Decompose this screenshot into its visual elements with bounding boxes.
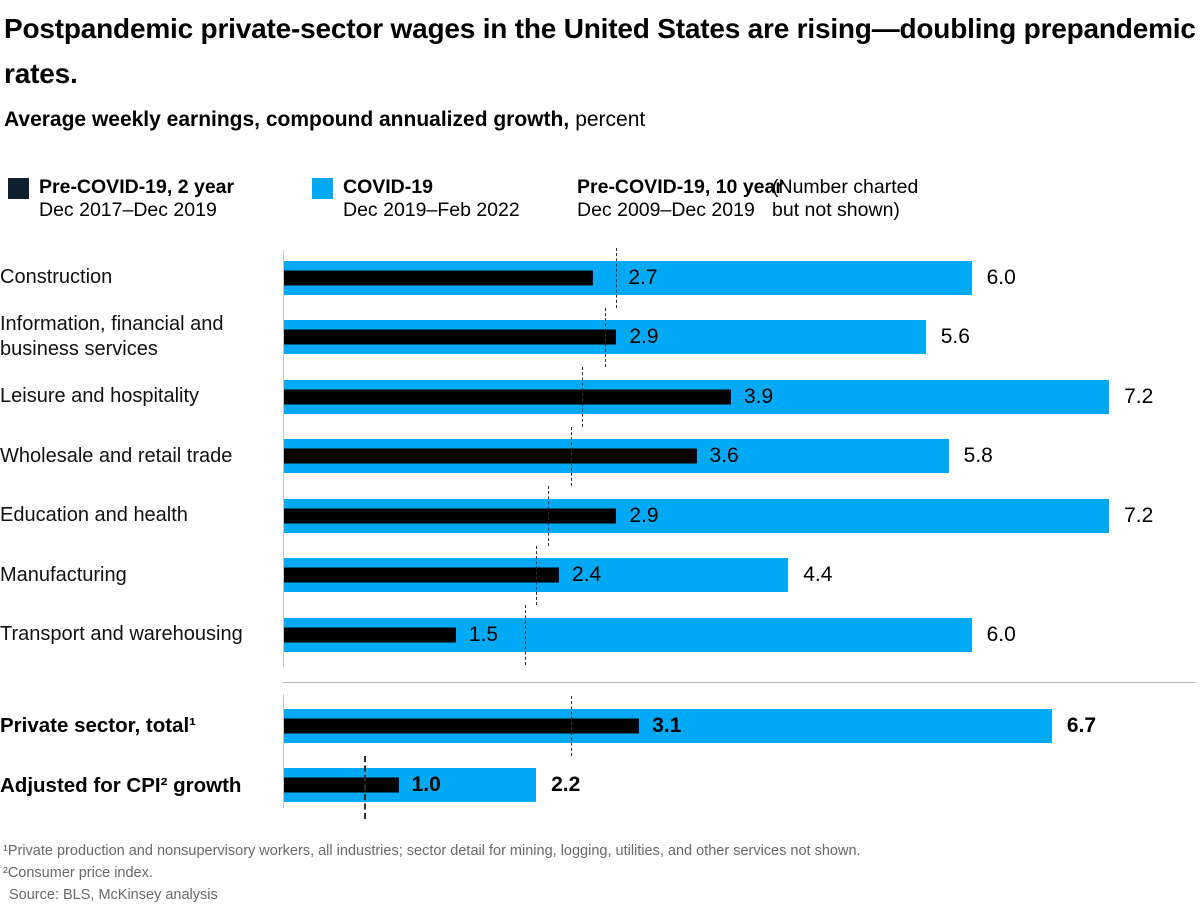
source-line: Source: BLS, McKinsey analysis [9, 887, 218, 903]
row-plot-area: 1.5 6.0 [283, 605, 1200, 665]
legend-note: (Number charted but not shown) [772, 176, 918, 222]
value-label-pre-covid-2yr: 2.4 [572, 563, 602, 587]
row-plot-area: 2.9 5.6 [283, 307, 1200, 367]
chart-subtitle: Average weekly earnings, compound annual… [4, 108, 645, 132]
bar-pre-covid-2yr [284, 718, 640, 734]
row-plot-area: 2.9 7.2 [283, 486, 1200, 546]
sector-bars-section: Construction 2.7 6.0 Information, financ… [0, 248, 1200, 667]
chart-row: Construction 2.7 6.0 [0, 248, 1200, 308]
legend-sublabel: Dec 2009–Dec 2019 [577, 199, 755, 221]
pre-covid-10yr-marker-line [524, 605, 526, 665]
pre-covid-10yr-marker-line [604, 307, 606, 367]
footnote-2: ²Consumer price index. [3, 865, 153, 881]
value-label-covid19: 5.6 [940, 325, 970, 349]
legend-label: COVID-19 [343, 176, 433, 198]
pre-covid-2yr-swatch-icon [8, 178, 29, 199]
covid19-swatch-icon [312, 178, 333, 199]
bar-pre-covid-2yr [284, 508, 617, 524]
value-label-covid19: 5.8 [963, 444, 993, 468]
category-label: Wholesale and retail trade [0, 444, 233, 467]
value-label-pre-covid-2yr: 1.5 [468, 622, 499, 646]
value-label-covid19: 7.2 [1124, 384, 1154, 408]
value-label-covid19: 4.4 [803, 563, 833, 587]
footnotes: ¹Private production and nonsupervisory w… [3, 840, 861, 906]
legend-item-covid19: COVID-19 Dec 2019–Feb 2022 [312, 176, 520, 222]
chart-row: Adjusted for CPI² growth 1.0 2.2 [0, 755, 1200, 819]
bar-pre-covid-2yr [284, 777, 399, 793]
row-plot-area: 2.7 6.0 [283, 248, 1200, 308]
legend-sublabel: Dec 2019–Feb 2022 [343, 199, 520, 221]
value-label-pre-covid-2yr: 3.1 [652, 713, 682, 737]
chart-row: Wholesale and retail trade 3.6 5.8 [0, 426, 1200, 486]
chart-title: Postpandemic private-sector wages in the… [4, 13, 1196, 89]
bar-pre-covid-2yr [284, 270, 594, 286]
chart-row: Manufacturing 2.4 4.4 [0, 545, 1200, 605]
category-label: Leisure and hospitality [0, 385, 200, 408]
value-label-covid19: 6.0 [986, 622, 1016, 646]
pre-covid-10yr-marker-line [547, 486, 549, 546]
pre-covid-10yr-marker-line [570, 426, 572, 486]
legend-sublabel: Dec 2017–Dec 2019 [39, 199, 217, 221]
subtitle-unit: percent [575, 108, 646, 131]
category-label: Transport and warehousing [0, 623, 243, 646]
legend-note-line2: but not shown) [772, 199, 900, 221]
pre-covid-10yr-marker-line [581, 367, 583, 427]
bar-pre-covid-2yr [284, 567, 560, 583]
bar-pre-covid-2yr [284, 389, 731, 405]
legend-item-pre-covid-10yr: Pre-COVID-19, 10 year Dec 2009–Dec 2019 [577, 176, 783, 222]
legend-note-line1: (Number charted [772, 176, 919, 198]
bar-pre-covid-2yr [284, 329, 617, 345]
chart-row: Education and health 2.9 7.2 [0, 486, 1200, 546]
chart-row: Leisure and hospitality 3.9 7.2 [0, 367, 1200, 427]
footnote-1: ¹Private production and nonsupervisory w… [3, 843, 861, 859]
category-label: Education and health [0, 504, 188, 527]
bar-pre-covid-2yr [284, 448, 697, 464]
legend-label: Pre-COVID-19, 2 year [39, 176, 235, 198]
legend-label: Pre-COVID-19, 10 year [577, 176, 783, 198]
chart-row: Private sector, total¹ 3.1 6.7 [0, 696, 1200, 756]
value-label-covid19: 6.0 [986, 265, 1016, 289]
value-label-pre-covid-2yr: 2.9 [629, 503, 659, 527]
value-label-covid19: 6.7 [1066, 713, 1097, 737]
row-plot-area: 3.6 5.8 [283, 426, 1200, 486]
category-label: Manufacturing [0, 563, 127, 586]
pre-covid-10yr-marker-line [616, 248, 618, 308]
value-label-covid19: 7.2 [1124, 503, 1154, 527]
axis-line [283, 694, 284, 808]
totals-bars-section: Private sector, total¹ 3.1 6.7 Adjusted … [0, 694, 1200, 819]
row-plot-area: 1.0 2.2 [283, 755, 1200, 819]
row-plot-area: 2.4 4.4 [283, 545, 1200, 605]
section-separator [283, 682, 1195, 683]
chart-row: Transport and warehousing 1.5 6.0 [0, 605, 1200, 665]
category-label: Information, financial and business serv… [0, 313, 224, 361]
category-label: Construction [0, 266, 113, 289]
value-label-pre-covid-2yr: 2.9 [629, 325, 659, 349]
legend: Pre-COVID-19, 2 year Dec 2017–Dec 2019 C… [0, 176, 1200, 226]
subtitle-metric: Average weekly earnings, compound annual… [4, 108, 570, 131]
pre-covid-10yr-marker-line [570, 696, 572, 756]
legend-item-pre-covid-2yr: Pre-COVID-19, 2 year Dec 2017–Dec 2019 [8, 176, 234, 222]
category-label: Private sector, total¹ [0, 714, 196, 738]
chart-row: Information, financial and business serv… [0, 307, 1200, 367]
row-plot-area: 3.1 6.7 [283, 696, 1200, 756]
pre-covid-10yr-marker-line [536, 545, 538, 605]
axis-line [283, 250, 284, 667]
category-label: Adjusted for CPI² growth [0, 773, 242, 797]
value-label-covid19: 2.2 [551, 773, 581, 797]
pre-covid-10yr-marker-line [364, 755, 367, 819]
bar-pre-covid-2yr [284, 627, 456, 643]
value-label-pre-covid-2yr: 2.7 [628, 265, 658, 289]
value-label-pre-covid-2yr: 1.0 [411, 773, 441, 797]
row-plot-area: 3.9 7.2 [283, 367, 1200, 427]
value-label-pre-covid-2yr: 3.6 [709, 444, 739, 468]
value-label-pre-covid-2yr: 3.9 [743, 384, 774, 408]
